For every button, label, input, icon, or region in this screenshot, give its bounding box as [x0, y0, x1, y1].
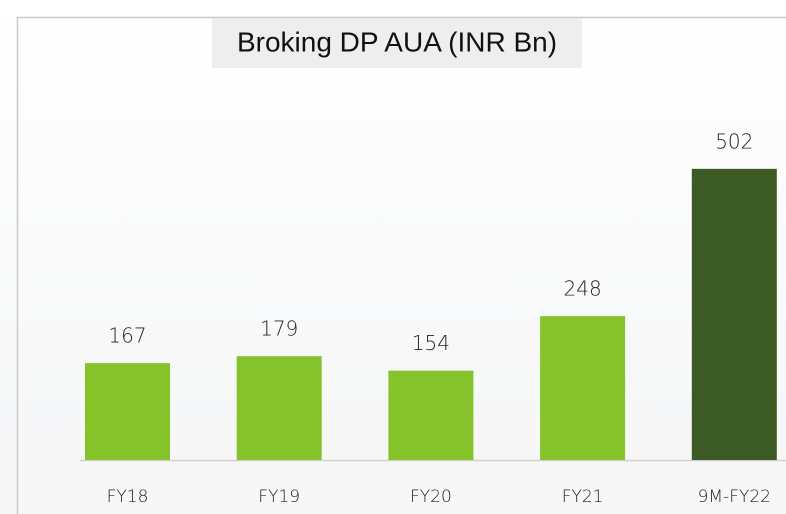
x-tick-label: FY20 [410, 487, 452, 507]
frame [16, 16, 786, 514]
x-tick-label: FY19 [258, 487, 300, 507]
bar [85, 363, 170, 460]
data-label: 179 [260, 317, 298, 341]
bar [236, 356, 322, 460]
data-label: 502 [715, 129, 753, 153]
title-box [212, 18, 582, 68]
bar [388, 370, 474, 460]
x-tick-label: FY18 [107, 487, 149, 507]
data-label: 154 [412, 331, 450, 355]
x-tick-label: FY21 [562, 487, 604, 507]
bar [691, 168, 777, 460]
chart-title: Broking DP AUA (INR Bn) [237, 26, 557, 57]
x-tick-label: 9M-FY22 [698, 487, 771, 507]
data-label: 167 [108, 324, 146, 348]
bar [540, 316, 626, 460]
data-label: 248 [564, 277, 602, 301]
